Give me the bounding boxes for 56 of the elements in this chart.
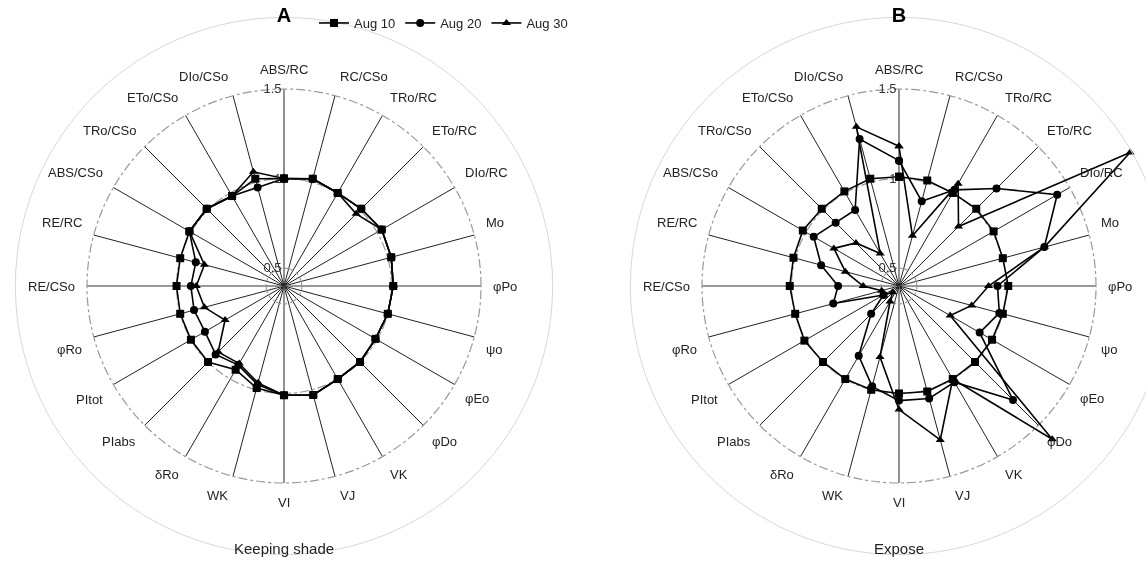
- chart-title: A: [276, 4, 292, 26]
- spoke-label: ABS/CSo: [663, 165, 718, 180]
- legend-label: Aug 30: [526, 16, 568, 32]
- spoke-label: TRo/RC: [390, 90, 437, 105]
- spoke-label: ETo/CSo: [742, 90, 794, 105]
- spoke-label: ABS/CSo: [48, 165, 103, 180]
- spoke-label: DIo/RC: [465, 165, 508, 180]
- spoke-label: φRo: [672, 342, 698, 357]
- spoke-label: φDo: [1047, 434, 1073, 449]
- spoke-label: φRo: [57, 342, 83, 357]
- legend-label: Aug 10: [354, 16, 396, 32]
- spoke-label: ETo/CSo: [127, 90, 179, 105]
- spoke-label: φDo: [432, 434, 458, 449]
- spoke-label: RE/CSo: [643, 279, 690, 294]
- spoke-label: DIo/CSo: [794, 69, 844, 84]
- spoke-label: Mo: [1101, 215, 1120, 230]
- y-tick-label: 1.5: [878, 81, 897, 97]
- legend-label: Aug 20: [440, 16, 482, 32]
- spoke-label: δRo: [770, 467, 794, 482]
- spoke-label: VJ: [955, 488, 971, 503]
- spoke-label: ETo/RC: [432, 123, 477, 138]
- spoke-label: TRo/CSo: [83, 123, 137, 138]
- text: Expose: [874, 540, 925, 557]
- spoke-label: ψo: [1101, 342, 1118, 357]
- spoke-label: PItot: [691, 392, 719, 407]
- y-tick-label: 1.5: [263, 81, 282, 97]
- spoke-label: φPo: [1108, 279, 1133, 294]
- spoke-label: φPo: [493, 279, 518, 294]
- spoke-label: ABS/RC: [875, 62, 924, 77]
- spoke-label: VI: [893, 495, 906, 510]
- spoke-label: Mo: [486, 215, 505, 230]
- spoke-label: VK: [390, 467, 408, 482]
- spoke-label: VK: [1005, 467, 1023, 482]
- spoke-label: RC/CSo: [955, 69, 1003, 84]
- spoke-label: RE/CSo: [28, 279, 75, 294]
- spoke-label: RE/RC: [657, 215, 698, 230]
- spoke-label: DIo/CSo: [179, 69, 229, 84]
- spoke-label: RC/CSo: [340, 69, 388, 84]
- spoke-label: VJ: [340, 488, 356, 503]
- spoke-label: φEo: [1080, 391, 1105, 406]
- spoke-label: ψo: [486, 342, 503, 357]
- spoke-label: φEo: [465, 391, 490, 406]
- spoke-label: TRo/RC: [1005, 90, 1052, 105]
- spoke-label: RE/RC: [42, 215, 83, 230]
- text: Keeping shade: [234, 540, 335, 557]
- spoke-label: PIabs: [102, 434, 136, 449]
- spoke-label: PItot: [76, 392, 104, 407]
- spoke-label: PIabs: [717, 434, 751, 449]
- spoke-label: WK: [822, 488, 844, 503]
- spoke-label: ETo/RC: [1047, 123, 1092, 138]
- chart-title: B: [891, 4, 907, 26]
- spoke-label: δRo: [155, 467, 179, 482]
- spoke-label: TRo/CSo: [698, 123, 752, 138]
- spoke-label: WK: [207, 488, 229, 503]
- spoke-label: VI: [278, 495, 291, 510]
- spoke-label: ABS/RC: [260, 62, 309, 77]
